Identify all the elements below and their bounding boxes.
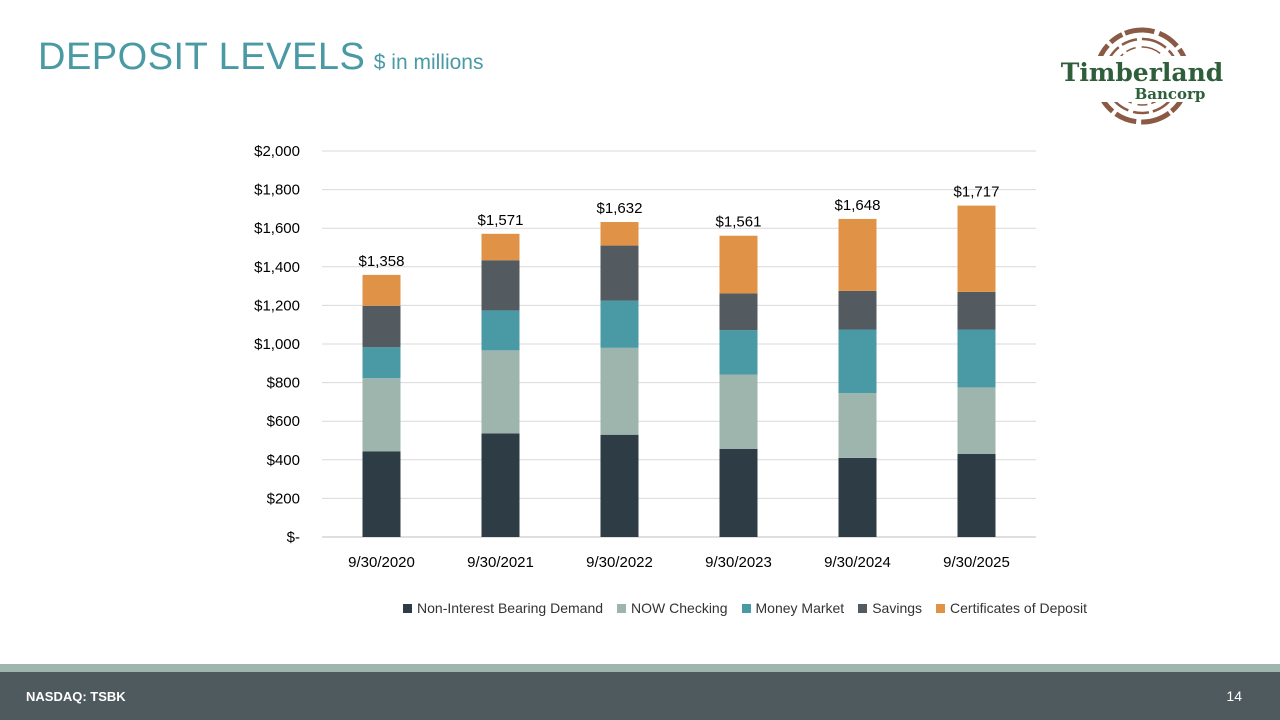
total-data-label: $1,358 — [359, 253, 405, 270]
bar-segment — [481, 260, 520, 311]
bar-segment — [719, 330, 758, 375]
bar-segment — [957, 205, 996, 292]
y-tick-label: $1,600 — [254, 220, 300, 237]
footer-ticker: NASDAQ: TSBK — [26, 689, 126, 704]
bar-segment — [838, 457, 877, 537]
bar-segment — [362, 347, 401, 379]
x-tick-label: 9/30/2022 — [586, 554, 653, 571]
bar-segment — [719, 374, 758, 449]
legend-item: Non-Interest Bearing Demand — [403, 600, 603, 616]
total-data-label: $1,632 — [597, 200, 643, 217]
legend-item: Money Market — [741, 600, 845, 616]
legend-swatch — [617, 603, 627, 613]
legend-label: Certificates of Deposit — [950, 600, 1087, 616]
legend-label: Savings — [872, 600, 923, 616]
legend-item: Savings — [858, 600, 922, 616]
x-tick-label: 9/30/2021 — [467, 554, 534, 571]
deposit-levels-chart: $- $200 $400 $600 $800 $1,000 $1,200 $1,400 $1,6… — [254, 143, 1036, 571]
bar-segment — [719, 293, 758, 331]
y-tick-label: $800 — [267, 375, 300, 392]
x-tick-label: 9/30/2025 — [943, 554, 1010, 571]
bar-segment — [838, 329, 877, 394]
bar-segment — [957, 329, 996, 388]
legend-swatch — [936, 603, 946, 613]
y-tick-label: $1,800 — [254, 182, 300, 199]
bar-segment — [838, 393, 877, 458]
bar-segment — [957, 454, 996, 537]
bar-segment — [600, 222, 639, 246]
x-tick-label: 9/30/2023 — [705, 554, 772, 571]
x-tick-label: 9/30/2024 — [824, 554, 891, 571]
page-number: 14 — [1226, 688, 1242, 704]
legend-item: Certificates of Deposit — [936, 600, 1087, 616]
y-tick-label: $600 — [267, 413, 300, 430]
bar-segment — [719, 448, 758, 537]
total-data-label: $1,717 — [954, 184, 1000, 201]
y-tick-label: $1,400 — [254, 259, 300, 276]
bar-segment — [957, 387, 996, 455]
footer-stripe — [0, 664, 1280, 672]
legend-label: Non-Interest Bearing Demand — [417, 600, 604, 616]
legend-swatch — [858, 603, 868, 613]
legend-label: NOW Checking — [631, 600, 728, 616]
bar-segment — [362, 305, 401, 348]
y-tick-label: $- — [287, 529, 300, 546]
title-main: DEPOSIT LEVELS — [38, 36, 366, 78]
bar-segment — [838, 290, 877, 330]
bar-segment — [600, 245, 639, 301]
bar-segment — [362, 378, 401, 452]
legend-label: Money Market — [755, 600, 845, 616]
chart-legend: Non-Interest Bearing Demand NOW Checking M… — [0, 600, 1280, 616]
y-tick-label: $1,200 — [254, 297, 300, 314]
y-tick-label: $200 — [267, 490, 300, 507]
bar-segment — [600, 434, 639, 537]
bar-segment — [481, 433, 520, 537]
y-tick-label: $2,000 — [254, 143, 300, 160]
bar-segment — [838, 218, 877, 291]
timberland-bancorp-logo: Timberland Bancorp — [1056, 27, 1228, 125]
bar-segment — [600, 300, 639, 348]
y-tick-label: $1,000 — [254, 336, 300, 353]
bar-segment — [481, 233, 520, 261]
footer-bar: NASDAQ: TSBK 14 — [0, 672, 1280, 720]
bar-segment — [957, 291, 996, 330]
legend-swatch — [403, 603, 413, 613]
slide-title: DEPOSIT LEVELS $ in millions — [38, 38, 484, 76]
bar-segment — [481, 350, 520, 434]
total-data-label: $1,561 — [716, 214, 762, 231]
logo-name-line2: Bancorp — [1135, 85, 1206, 103]
bar-segment — [600, 347, 639, 435]
logo-name-line1: Timberland — [1061, 58, 1223, 87]
x-tick-label: 9/30/2020 — [348, 554, 415, 571]
y-tick-label: $400 — [267, 452, 300, 469]
bar-segment — [481, 310, 520, 351]
total-data-label: $1,571 — [478, 212, 524, 229]
bar-segment — [362, 451, 401, 537]
title-subtitle: $ in millions — [373, 51, 484, 74]
legend-swatch — [741, 603, 751, 613]
bar-segment — [362, 274, 401, 306]
bar-segment — [719, 235, 758, 294]
total-data-label: $1,648 — [835, 197, 881, 214]
legend-item: NOW Checking — [617, 600, 728, 616]
